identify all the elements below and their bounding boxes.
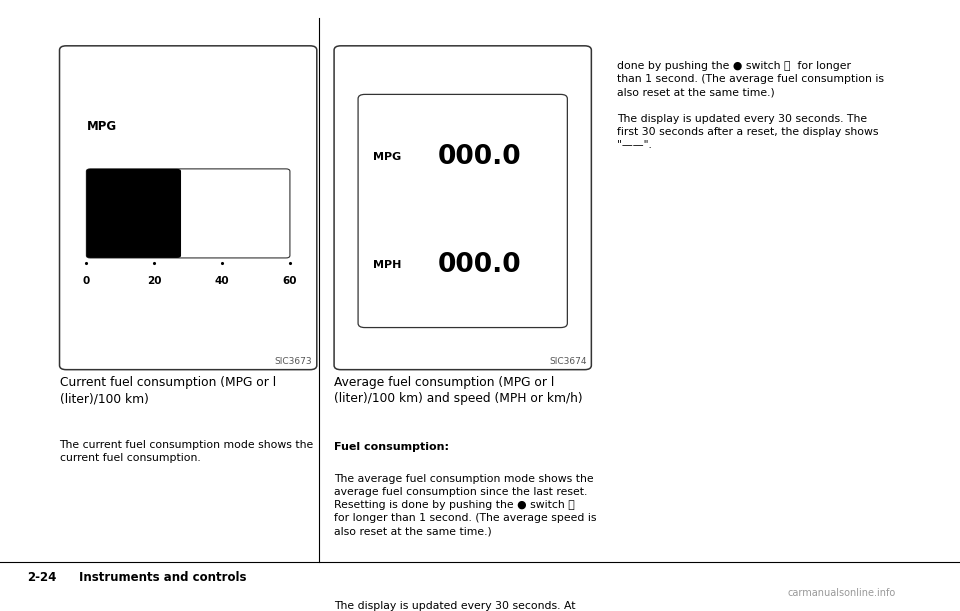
Text: SIC3673: SIC3673	[275, 357, 312, 366]
Text: Average fuel consumption (MPG or l
(liter)/100 km) and speed (MPH or km/h): Average fuel consumption (MPG or l (lite…	[334, 376, 583, 405]
Text: Fuel consumption:: Fuel consumption:	[334, 442, 449, 452]
Text: 000.0: 000.0	[438, 144, 521, 170]
Text: MPH: MPH	[372, 260, 401, 269]
FancyBboxPatch shape	[334, 46, 591, 370]
Text: The average fuel consumption mode shows the
average fuel consumption since the l: The average fuel consumption mode shows …	[334, 474, 596, 536]
Text: Current fuel consumption (MPG or l
(liter)/100 km): Current fuel consumption (MPG or l (lite…	[60, 376, 276, 405]
Text: Instruments and controls: Instruments and controls	[79, 571, 246, 584]
Text: 2-24: 2-24	[27, 571, 57, 584]
FancyBboxPatch shape	[86, 169, 290, 258]
Text: The display is updated every 30 seconds. At
about the first 1/3 mile (500 m) aft: The display is updated every 30 seconds.…	[334, 601, 602, 611]
FancyBboxPatch shape	[60, 46, 317, 370]
Text: 0: 0	[83, 276, 90, 287]
Text: MPG: MPG	[86, 120, 116, 133]
FancyBboxPatch shape	[358, 94, 567, 327]
Text: carmanualsonline.info: carmanualsonline.info	[787, 588, 896, 598]
FancyBboxPatch shape	[86, 169, 181, 258]
Text: 60: 60	[282, 276, 298, 287]
Text: MPG: MPG	[372, 152, 401, 163]
Text: 40: 40	[215, 276, 229, 287]
Text: 20: 20	[147, 276, 161, 287]
Text: SIC3674: SIC3674	[549, 357, 587, 366]
Text: The current fuel consumption mode shows the
current fuel consumption.: The current fuel consumption mode shows …	[60, 440, 314, 463]
Text: done by pushing the ● switch Ⓑ  for longer
than 1 second. (The average fuel cons: done by pushing the ● switch Ⓑ for longe…	[617, 61, 884, 150]
Text: 000.0: 000.0	[438, 252, 521, 277]
